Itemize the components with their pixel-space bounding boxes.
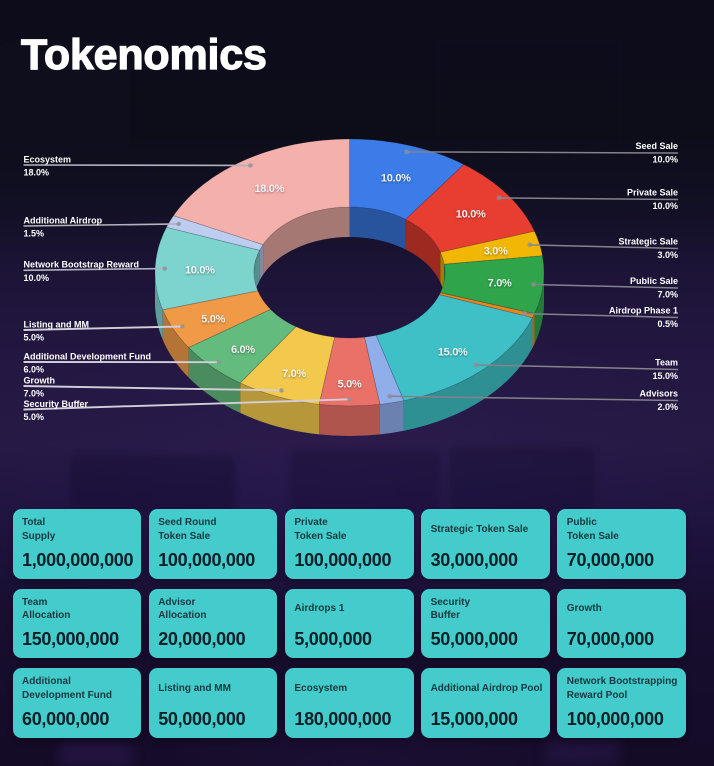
- svg-text:18.0%: 18.0%: [254, 183, 284, 195]
- svg-text:Growth: Growth: [24, 375, 56, 385]
- svg-text:6.0%: 6.0%: [231, 344, 255, 356]
- svg-text:0.5%: 0.5%: [657, 319, 678, 329]
- svg-text:10.0%: 10.0%: [652, 201, 678, 211]
- svg-text:7.0%: 7.0%: [488, 278, 512, 290]
- svg-text:Security Buffer: Security Buffer: [24, 399, 89, 409]
- svg-text:Additional Airdrop: Additional Airdrop: [24, 215, 103, 225]
- svg-text:Ecosystem: Ecosystem: [24, 154, 72, 164]
- svg-text:15.0%: 15.0%: [652, 371, 678, 381]
- svg-text:3.0%: 3.0%: [657, 250, 678, 260]
- svg-text:5.0%: 5.0%: [24, 412, 45, 422]
- svg-text:1.5%: 1.5%: [24, 229, 45, 239]
- svg-text:Seed Sale: Seed Sale: [635, 141, 678, 151]
- svg-text:18.0%: 18.0%: [24, 168, 50, 178]
- svg-text:Network Bootstrap Reward: Network Bootstrap Reward: [24, 260, 140, 270]
- svg-text:7.0%: 7.0%: [24, 389, 45, 399]
- svg-text:Team: Team: [655, 357, 678, 367]
- svg-text:Airdrop Phase 1: Airdrop Phase 1: [609, 305, 678, 315]
- svg-text:3.0%: 3.0%: [484, 246, 508, 258]
- svg-text:10.0%: 10.0%: [652, 154, 678, 164]
- svg-text:10.0%: 10.0%: [24, 273, 50, 283]
- svg-text:7.0%: 7.0%: [657, 289, 678, 299]
- svg-text:10.0%: 10.0%: [381, 172, 411, 184]
- svg-text:Public Sale: Public Sale: [630, 276, 678, 286]
- svg-text:Strategic Sale: Strategic Sale: [618, 236, 678, 246]
- svg-text:7.0%: 7.0%: [282, 368, 306, 380]
- svg-text:5.0%: 5.0%: [201, 314, 225, 326]
- svg-text:10.0%: 10.0%: [185, 264, 215, 276]
- svg-text:5.0%: 5.0%: [338, 378, 362, 390]
- svg-text:Additional Development Fund: Additional Development Fund: [24, 351, 152, 361]
- svg-text:10.0%: 10.0%: [456, 209, 486, 221]
- svg-text:Advisors: Advisors: [639, 388, 678, 398]
- svg-text:5.0%: 5.0%: [24, 333, 45, 343]
- svg-text:Private Sale: Private Sale: [627, 187, 678, 197]
- svg-text:2.0%: 2.0%: [657, 402, 678, 412]
- svg-text:6.0%: 6.0%: [24, 365, 45, 375]
- svg-text:Listing and MM: Listing and MM: [24, 319, 90, 329]
- svg-text:15.0%: 15.0%: [438, 346, 468, 358]
